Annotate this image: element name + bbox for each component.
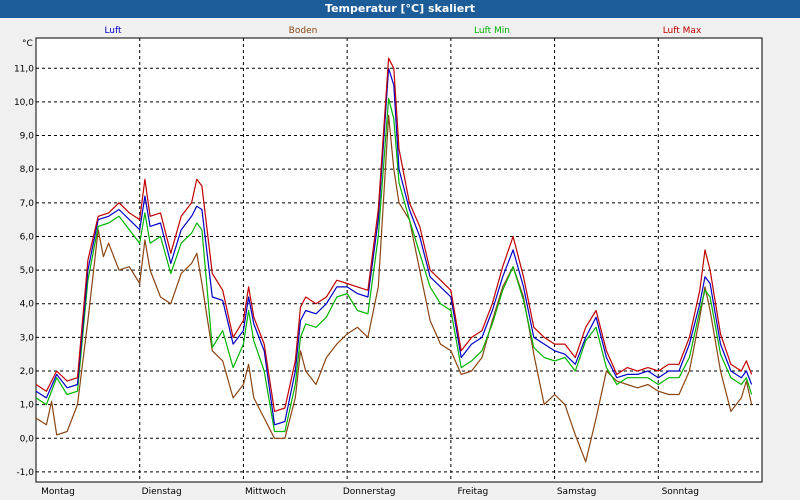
temperature-chart: °C -1,0 0,0 1,0 2,0 3,0 4,0 5,0 6,0 7,0 8,0 9,0 10,… xyxy=(14,26,763,497)
y-tick-label: 3,0 xyxy=(20,333,35,343)
series-line xyxy=(35,114,753,463)
y-tick-label: 6,0 xyxy=(20,232,35,242)
y-tick-label: 4,0 xyxy=(20,300,35,310)
legend-entry: Luft Min xyxy=(474,26,510,36)
series-line xyxy=(35,67,753,426)
series-line xyxy=(35,57,753,412)
x-tick-day: Mittwoch xyxy=(245,487,286,497)
y-tick-label: 8,0 xyxy=(20,165,35,175)
y-tick-label: 10,0 xyxy=(14,98,34,108)
x-tick-day: Sonntag xyxy=(662,487,699,497)
chart-title: Temperatur [°C] skaliert xyxy=(0,0,800,18)
y-axis-unit: °C xyxy=(22,39,33,49)
plot-area xyxy=(35,37,763,483)
legend-entry: Luft Max xyxy=(663,26,702,36)
x-tick-day: Dienstag xyxy=(142,487,182,497)
y-tick-label: 2,0 xyxy=(20,367,35,377)
x-tick-day: Freitag xyxy=(457,487,488,497)
legend-entry: Luft xyxy=(104,26,122,36)
series-line xyxy=(35,97,753,433)
y-tick-label: 11,0 xyxy=(14,64,34,74)
y-tick-label: 7,0 xyxy=(20,199,35,209)
y-tick-label: -1,0 xyxy=(16,468,34,478)
y-tick-label: 9,0 xyxy=(20,132,35,142)
y-tick-label: 1,0 xyxy=(20,401,35,411)
y-tick-label: 0,0 xyxy=(20,434,35,444)
x-tick-day: Montag xyxy=(41,487,75,497)
y-tick-label: 5,0 xyxy=(20,266,35,276)
x-tick-day: Samstag xyxy=(557,487,596,497)
x-tick-day: Donnerstag xyxy=(343,487,396,497)
legend-entry: Boden xyxy=(289,26,318,36)
